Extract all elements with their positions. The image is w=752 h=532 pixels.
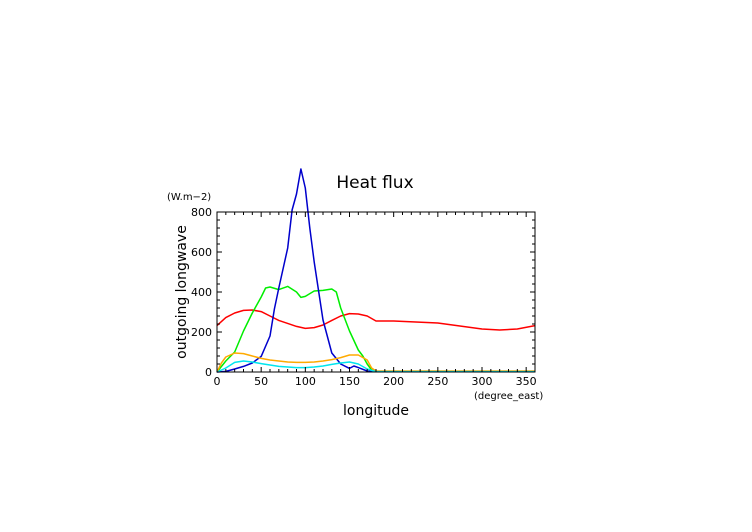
x-tick-label: 250 xyxy=(427,375,448,388)
x-tick-label: 50 xyxy=(254,375,268,388)
y-axis-label: outgoing longwave xyxy=(174,225,190,359)
y-axis-unit: (W.m−2) xyxy=(167,192,211,203)
tick-layer: 0 50 100 150 200 250 300 350 0 200 400 600 800 xyxy=(191,206,537,388)
y-tick-label: 0 xyxy=(205,366,212,379)
y-tick-label: 800 xyxy=(191,206,212,219)
x-tick-label: 100 xyxy=(295,375,316,388)
x-tick-label: 200 xyxy=(383,375,404,388)
y-tick-label: 600 xyxy=(191,246,212,259)
y-tick-label: 200 xyxy=(191,326,212,339)
x-tick-label: 150 xyxy=(339,375,360,388)
series-line-1 xyxy=(216,309,536,331)
x-tick-label: 0 xyxy=(214,375,221,388)
x-tick-label: 300 xyxy=(472,375,493,388)
plot-frame xyxy=(216,211,536,373)
x-axis-label: longitude xyxy=(343,403,409,419)
y-tick-label: 400 xyxy=(191,286,212,299)
chart-title: Heat flux xyxy=(336,173,413,193)
series-layer xyxy=(216,168,536,373)
series-line-3 xyxy=(216,168,535,373)
x-tick-label: 350 xyxy=(516,375,537,388)
x-axis-unit: (degree_east) xyxy=(474,391,543,402)
